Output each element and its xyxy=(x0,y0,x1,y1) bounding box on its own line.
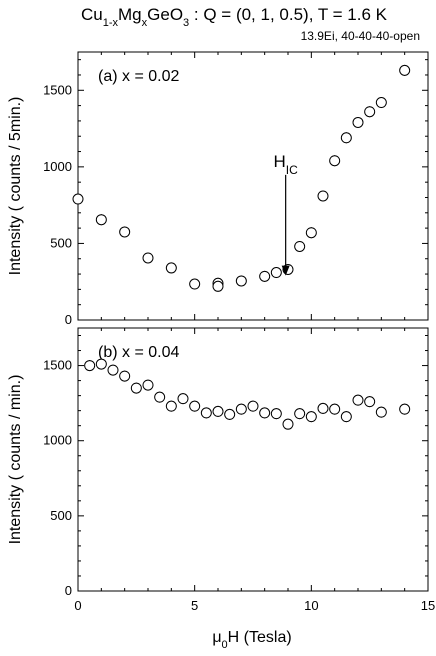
data-point xyxy=(317,402,329,414)
plot-frame xyxy=(77,51,429,321)
data-point xyxy=(95,214,107,226)
data-point xyxy=(270,267,282,279)
y-tick-label: 1500 xyxy=(43,358,72,373)
data-point xyxy=(212,280,224,292)
data-point xyxy=(399,403,411,415)
data-point xyxy=(329,403,341,415)
data-point xyxy=(247,400,259,412)
y-tick-label: 500 xyxy=(50,508,72,523)
data-point xyxy=(294,240,306,252)
data-point xyxy=(107,364,119,376)
x-tick-label: 15 xyxy=(421,598,435,613)
data-point xyxy=(317,190,329,202)
data-point xyxy=(235,403,247,415)
data-point xyxy=(259,270,271,282)
data-point xyxy=(189,400,201,412)
data-point xyxy=(189,278,201,290)
data-point xyxy=(399,64,411,76)
data-point xyxy=(212,405,224,417)
data-point xyxy=(375,97,387,109)
x-tick-label: 10 xyxy=(304,598,318,613)
panel-b: 0 500 1000 1500 0 5 10 15 Intensity ( counts / m… xyxy=(7,327,435,613)
data-point xyxy=(119,226,131,238)
data-point xyxy=(165,400,177,412)
y-axis-label: Intensity ( counts / min.) xyxy=(7,375,24,545)
data-point xyxy=(259,407,271,419)
data-point xyxy=(95,358,107,370)
data-point xyxy=(329,155,341,167)
data-point xyxy=(119,370,131,382)
data-point xyxy=(305,411,317,423)
data-point xyxy=(84,360,96,372)
y-tick-label: 1500 xyxy=(43,82,72,97)
plot-frame xyxy=(77,327,429,592)
data-point xyxy=(142,252,154,264)
data-point xyxy=(177,393,189,405)
data-point xyxy=(305,227,317,239)
figure-title: Cu1-xMgxGeO3 : Q = (0, 1, 0.5), T = 1.6 … xyxy=(81,5,388,29)
y-tick-label: 0 xyxy=(65,583,72,598)
data-point xyxy=(294,408,306,420)
x-tick-label: 5 xyxy=(191,598,198,613)
data-point xyxy=(364,396,376,408)
data-point xyxy=(72,193,84,205)
y-axis-label: Intensity ( counts / 5min.) xyxy=(7,97,24,276)
panel-label: (a) x = 0.02 xyxy=(98,68,179,85)
data-point xyxy=(364,106,376,118)
data-point xyxy=(340,411,352,423)
x-axis-label: μ0H (Tesla) xyxy=(212,629,291,651)
data-point xyxy=(224,408,236,420)
data-point xyxy=(142,379,154,391)
figure-subtitle: 13.9Ei, 40-40-40-open xyxy=(301,29,420,43)
data-point xyxy=(130,382,142,394)
data-point xyxy=(200,407,212,419)
data-point xyxy=(352,394,364,406)
data-point xyxy=(235,275,247,287)
x-tick-label: 0 xyxy=(74,598,81,613)
data-point xyxy=(154,391,166,403)
hic-annotation: HIC xyxy=(274,152,299,177)
data-point xyxy=(340,132,352,144)
panel-label: (b) x = 0.04 xyxy=(98,344,179,361)
y-tick-label: 1000 xyxy=(43,159,72,174)
data-point xyxy=(270,408,282,420)
data-point xyxy=(165,262,177,274)
data-point xyxy=(282,418,294,430)
y-tick-label: 1000 xyxy=(43,433,72,448)
data-point xyxy=(352,116,364,128)
y-tick-label: 500 xyxy=(50,235,72,250)
hic-arrow-head xyxy=(281,265,290,276)
y-tick-label: 0 xyxy=(65,312,72,327)
panel-a: 0 500 1000 1500 Intensity ( counts / 5min.) (… xyxy=(7,51,429,327)
data-point xyxy=(375,406,387,418)
